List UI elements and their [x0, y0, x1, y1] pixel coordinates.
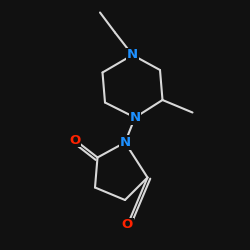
Text: N: N	[127, 48, 138, 62]
Text: N: N	[120, 136, 130, 149]
Text: O: O	[70, 134, 80, 146]
Text: N: N	[130, 111, 140, 124]
Text: O: O	[122, 218, 133, 232]
